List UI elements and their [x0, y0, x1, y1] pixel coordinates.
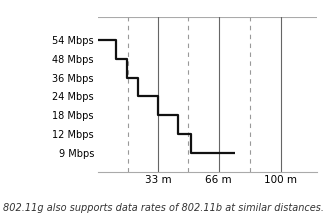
Text: 802.11g also supports data rates of 802.11b at similar distances.: 802.11g also supports data rates of 802.…: [3, 203, 324, 213]
